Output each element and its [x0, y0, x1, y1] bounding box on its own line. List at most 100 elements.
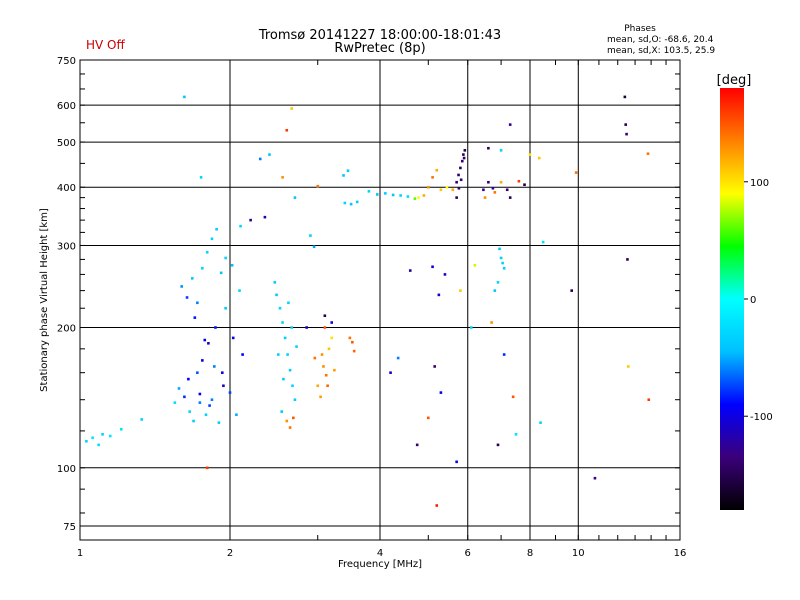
data-point — [470, 326, 473, 329]
data-point — [309, 234, 312, 237]
data-point — [570, 289, 573, 292]
chart-subtitle: RwPretec (8p) — [334, 41, 425, 56]
data-point — [505, 188, 509, 192]
data-point — [391, 193, 395, 197]
data-point — [322, 365, 325, 368]
data-point — [355, 200, 359, 204]
data-point — [511, 395, 515, 399]
data-point — [263, 215, 267, 219]
y-axis-label: Stationary phase Virtual Height [km] — [39, 208, 50, 392]
data-point — [285, 128, 289, 132]
data-point — [623, 95, 627, 99]
data-point — [451, 188, 455, 192]
data-point — [319, 395, 322, 399]
x-tick-label: 16 — [674, 548, 687, 559]
data-point — [231, 336, 235, 340]
data-point — [183, 395, 186, 399]
data-point — [198, 401, 202, 404]
data-point — [502, 353, 506, 356]
data-point — [367, 190, 371, 193]
data-point — [276, 353, 280, 356]
data-point — [281, 176, 284, 179]
data-point — [241, 353, 244, 356]
x-axis-ticks: 1 2 4 6 8 10 16 — [77, 60, 687, 559]
data-point — [422, 194, 426, 197]
data-point — [462, 153, 465, 156]
data-point — [286, 353, 289, 356]
data-point — [539, 421, 542, 424]
data-point — [499, 256, 503, 260]
data-point — [188, 410, 191, 413]
x-tick-label: 6 — [465, 548, 471, 559]
data-point — [222, 384, 225, 388]
scatter-points — [85, 95, 651, 507]
phases-title: Phases — [624, 24, 656, 34]
data-point — [342, 174, 345, 177]
data-point — [439, 188, 443, 192]
data-point — [295, 345, 298, 348]
data-point — [275, 293, 278, 297]
data-point — [327, 347, 331, 351]
data-point — [291, 384, 294, 388]
data-point — [224, 256, 227, 260]
data-point — [473, 263, 477, 267]
data-point — [290, 326, 294, 329]
data-point — [487, 146, 490, 150]
data-point — [330, 336, 334, 340]
data-point — [443, 273, 447, 276]
y-tick-label: 400 — [57, 183, 76, 194]
data-point — [196, 301, 199, 305]
data-point — [199, 176, 203, 179]
data-point — [460, 159, 464, 163]
data-point — [228, 391, 232, 394]
data-point — [204, 413, 208, 417]
data-point — [212, 365, 216, 368]
x-axis-label: Frequency [MHz] — [338, 559, 422, 570]
colorbar-ticks: 100 0 -100 — [744, 178, 773, 423]
plot-grid — [80, 60, 680, 540]
data-point — [238, 289, 241, 292]
x-tick-label: 1 — [77, 548, 83, 559]
x-tick-label: 10 — [572, 548, 585, 559]
data-point — [320, 353, 324, 356]
data-point — [97, 443, 100, 447]
data-point — [417, 196, 420, 199]
data-point — [396, 356, 400, 360]
data-point — [455, 180, 458, 184]
data-point — [426, 185, 430, 189]
data-point — [499, 149, 503, 152]
x-tick-label: 2 — [227, 548, 233, 559]
data-point — [498, 247, 501, 251]
colorbar-tick-label: 0 — [750, 295, 756, 306]
data-point — [351, 340, 354, 344]
data-point — [230, 263, 234, 267]
data-point — [203, 338, 207, 342]
data-point — [193, 316, 197, 319]
data-point — [192, 419, 195, 423]
data-point — [348, 336, 352, 340]
data-point — [201, 266, 204, 270]
data-point — [375, 193, 379, 196]
data-point — [180, 285, 184, 288]
data-point — [330, 321, 334, 324]
data-point — [343, 201, 347, 205]
data-point — [457, 173, 460, 177]
data-point — [333, 368, 336, 372]
data-point — [508, 196, 512, 199]
data-point — [415, 443, 419, 447]
data-point — [273, 281, 277, 284]
data-point — [198, 392, 202, 396]
data-point — [627, 365, 630, 368]
data-point — [487, 180, 490, 184]
data-point — [435, 504, 439, 507]
data-point — [239, 224, 242, 228]
data-point — [352, 349, 356, 353]
data-point — [249, 218, 252, 222]
data-point — [439, 391, 443, 394]
data-point — [108, 434, 112, 438]
data-point — [389, 371, 392, 374]
data-point — [523, 183, 526, 187]
y-tick-label: 200 — [57, 324, 76, 335]
data-point — [224, 306, 227, 310]
data-point — [282, 377, 285, 381]
